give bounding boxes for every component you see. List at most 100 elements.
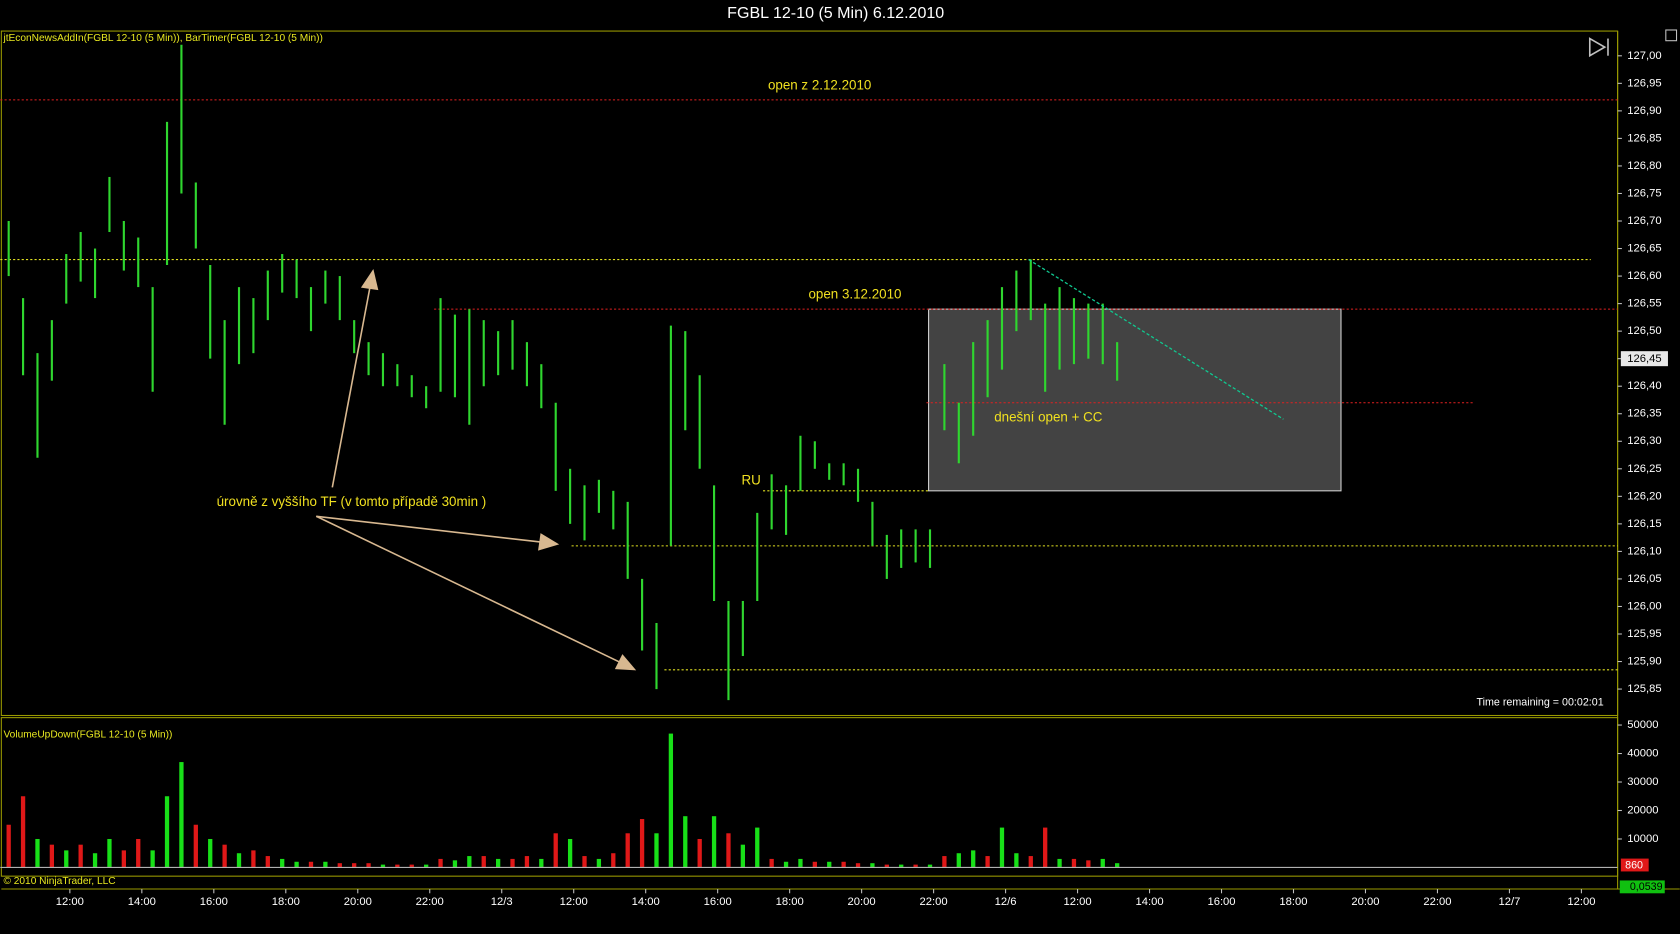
volume-bar	[107, 838, 112, 868]
y-tick-label: 126,35	[1627, 408, 1661, 420]
trendline	[1028, 259, 1284, 420]
y-tick-label: 126,65	[1627, 243, 1661, 255]
volume-bar	[337, 863, 342, 868]
volume-bar	[524, 856, 530, 868]
y-tick-label: 40000	[1627, 747, 1658, 759]
x-tick-label: 20:00	[1351, 896, 1379, 908]
volume-bar	[1115, 863, 1120, 868]
volume-bar	[855, 863, 861, 868]
volume-bar	[1100, 858, 1105, 868]
y-tick-label: 50000	[1627, 719, 1658, 731]
volume-bar	[1043, 827, 1048, 868]
y-tick-label: 126,75	[1627, 187, 1661, 199]
volume-bar	[1014, 853, 1019, 868]
arrows	[315, 269, 637, 671]
volume-bar	[1057, 858, 1062, 868]
volume-bar	[683, 816, 688, 868]
range-box	[928, 308, 1342, 492]
x-tick-label: 12:00	[56, 896, 84, 908]
level-label: open z 2.12.2010	[768, 77, 871, 92]
volume-bar	[193, 824, 198, 868]
y-tick-label: 125,85	[1627, 683, 1661, 695]
volume-bar	[971, 850, 976, 868]
x-tick-label: 20:00	[344, 896, 372, 908]
level-label: dnešní open + CC	[994, 409, 1103, 424]
volume-bar	[265, 856, 270, 868]
x-tick-label: 14:00	[128, 896, 156, 908]
volume-bar	[783, 861, 789, 868]
x-tick-label: 12:00	[1064, 896, 1092, 908]
arrow	[316, 515, 541, 543]
volume-bar	[150, 850, 155, 868]
volume-bar	[956, 853, 961, 868]
y-tick-label: 20000	[1627, 804, 1658, 816]
volume-bar	[539, 858, 544, 868]
y-tick-label: 126,85	[1627, 132, 1661, 144]
volume-bar	[424, 864, 429, 868]
volume-bar	[323, 861, 328, 868]
volume-bar	[481, 856, 486, 868]
volume-bar	[999, 827, 1005, 868]
y-tick-label: 126,10	[1627, 545, 1661, 557]
volume-bar	[985, 856, 990, 868]
volume-bar	[164, 796, 170, 868]
x-tick-label: 12/3	[491, 896, 513, 908]
x-tick-label: 18:00	[272, 896, 300, 908]
volume-bar	[78, 844, 83, 868]
volume-bar	[654, 833, 659, 868]
indicator-label: VolumeUpDown(FGBL 12-10 (5 Min))	[3, 729, 172, 740]
volume-bar	[755, 827, 760, 868]
volume-bar	[567, 838, 573, 868]
volume-bar	[352, 863, 357, 868]
volume-bar	[870, 863, 875, 868]
y-tick-label: 30000	[1627, 776, 1658, 788]
y-tick-label: 126,60	[1627, 270, 1661, 282]
volume-bar	[596, 858, 602, 868]
volume-bar	[294, 861, 299, 868]
y-tick-label: 126,05	[1627, 573, 1661, 585]
y-tick-label: 125,90	[1627, 655, 1661, 667]
volume-bar	[726, 833, 731, 868]
volume-bar	[942, 856, 947, 868]
volume-bar	[121, 850, 126, 868]
annotation: RU	[741, 472, 760, 487]
volume-bar	[899, 864, 904, 868]
y-tick-label: 126,90	[1627, 105, 1661, 117]
level-label: open 3.12.2010	[809, 287, 902, 302]
x-tick-label: 22:00	[416, 896, 444, 908]
panel-button[interactable]	[1665, 29, 1678, 42]
arrow-head	[538, 533, 560, 551]
volume-bar	[395, 864, 400, 868]
volume-bar	[92, 853, 98, 868]
volume-bar	[769, 858, 774, 868]
x-tick-label: 20:00	[848, 896, 876, 908]
volume-bar	[64, 850, 69, 868]
volume-bar	[740, 844, 746, 868]
volume-bar	[927, 864, 933, 868]
x-tick-label: 22:00	[1423, 896, 1451, 908]
volume-bar	[236, 853, 242, 868]
play-icon[interactable]	[1588, 37, 1609, 58]
x-tick-label: 22:00	[920, 896, 948, 908]
volume-bar	[625, 833, 630, 868]
x-tick-label: 16:00	[704, 896, 732, 908]
x-tick-label: 18:00	[776, 896, 804, 908]
arrow-head	[614, 654, 637, 671]
volume-bar	[798, 858, 803, 868]
x-tick-label: 12/6	[995, 896, 1017, 908]
x-tick-label: 14:00	[1135, 896, 1163, 908]
volume-bar	[841, 861, 846, 868]
volume-bar	[280, 858, 285, 868]
y-tick-label: 126,20	[1627, 490, 1661, 502]
volume-bar	[409, 864, 414, 868]
value-badge-text: 0,0539	[1630, 881, 1663, 893]
volume-bar	[913, 864, 918, 868]
volume-bar	[611, 853, 616, 868]
y-tick-label: 126,25	[1627, 463, 1661, 475]
value-badge	[1619, 880, 1665, 894]
copyright: © 2010 NinjaTrader, LLC	[3, 876, 115, 887]
volume-bar	[136, 838, 141, 868]
volume-bar	[884, 864, 889, 868]
